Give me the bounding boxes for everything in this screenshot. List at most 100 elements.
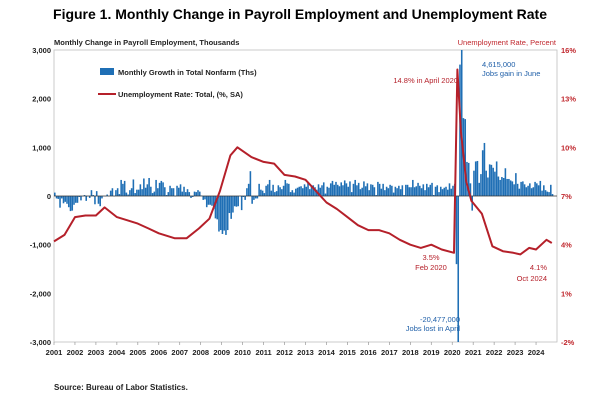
bar <box>492 167 494 196</box>
left-tick-label: 1,000 <box>32 143 51 152</box>
legend-bar-swatch <box>100 68 114 75</box>
x-tick-label: 2014 <box>318 348 336 357</box>
bar <box>169 185 171 196</box>
source-note: Source: Bureau of Labor Statistics. <box>54 383 188 392</box>
bar <box>153 191 156 196</box>
bar <box>439 186 442 196</box>
x-axis-ticks: 2001 2002 2003 2004 2005 2006 2007 2008 2009 2010… <box>46 342 546 357</box>
bar <box>289 192 292 196</box>
bar <box>343 180 346 196</box>
bar <box>508 178 510 196</box>
bar <box>476 160 479 196</box>
bar <box>366 183 369 196</box>
bar <box>382 183 384 196</box>
bar <box>391 185 393 196</box>
bar <box>211 196 213 206</box>
bar <box>357 182 360 196</box>
bar <box>536 183 538 196</box>
bar <box>141 189 143 196</box>
bar <box>354 179 356 196</box>
bar <box>186 189 189 196</box>
bar <box>487 177 489 196</box>
bar <box>207 196 210 205</box>
bar <box>408 187 411 196</box>
bar <box>228 196 231 214</box>
bar <box>291 190 294 196</box>
bar <box>106 194 108 196</box>
bar <box>544 190 547 196</box>
annotation-feb-date: Feb 2020 <box>415 263 447 272</box>
bar <box>151 193 154 196</box>
bar <box>350 192 353 196</box>
bar <box>249 171 252 196</box>
left-axis-label: Monthly Change in Payroll Employment, Th… <box>54 38 239 47</box>
bar <box>71 196 74 211</box>
bar <box>127 194 129 196</box>
bar <box>483 142 486 196</box>
bar <box>246 188 248 196</box>
bar <box>144 187 147 196</box>
right-tick-label: 10% <box>561 143 576 152</box>
x-tick-label: 2018 <box>402 348 419 357</box>
bar <box>62 196 65 204</box>
bar <box>275 191 278 196</box>
bar <box>78 196 81 197</box>
bar <box>132 179 135 196</box>
bar <box>499 179 501 196</box>
bar <box>167 192 170 196</box>
bar <box>443 187 446 196</box>
bar <box>448 183 451 196</box>
bar <box>176 185 178 196</box>
annotations: 14.8% in April 2020 4,615,000 Jobs gain … <box>393 60 547 333</box>
bar <box>450 188 453 196</box>
bar <box>157 188 159 196</box>
bar <box>420 188 423 196</box>
right-tick-label: 16% <box>561 46 576 55</box>
bar <box>109 190 112 196</box>
bar <box>60 196 63 199</box>
bar <box>116 188 119 196</box>
bar <box>261 190 264 196</box>
bar <box>268 179 271 196</box>
bar <box>349 181 351 196</box>
bar <box>457 196 460 342</box>
bar <box>184 192 187 196</box>
x-tick-label: 2024 <box>528 348 546 357</box>
x-tick-label: 2013 <box>297 348 314 357</box>
x-tick-label: 2005 <box>129 348 146 357</box>
bar <box>546 191 549 196</box>
bar <box>115 190 117 196</box>
bar <box>329 183 332 196</box>
bar <box>481 150 484 196</box>
legend-line-label: Unemployment Rate: Total, (%, SA) <box>118 90 243 99</box>
right-tick-label: 4% <box>561 241 572 250</box>
bar <box>333 184 336 196</box>
bar <box>373 187 376 196</box>
bar <box>551 194 554 196</box>
bar <box>478 182 480 196</box>
bar <box>308 189 311 196</box>
bar <box>171 188 173 196</box>
bar <box>384 190 386 196</box>
bar <box>502 177 505 196</box>
x-tick-label: 2003 <box>88 348 105 357</box>
bar <box>427 187 430 196</box>
bar <box>97 196 100 204</box>
bar <box>529 183 531 196</box>
bar <box>88 196 91 198</box>
x-tick-label: 2011 <box>255 348 271 357</box>
bar <box>164 187 166 196</box>
bar <box>178 187 180 196</box>
bar <box>83 195 86 196</box>
bar <box>274 192 276 196</box>
bar <box>543 185 545 196</box>
x-tick-label: 2019 <box>423 348 440 357</box>
bar <box>137 189 140 196</box>
bar <box>165 195 168 196</box>
legend: Monthly Growth in Total Nonfarm (Ths) Un… <box>98 68 257 99</box>
bar <box>460 50 463 196</box>
bar <box>223 196 225 231</box>
bar <box>282 185 285 196</box>
x-tick-label: 2016 <box>360 348 377 357</box>
bar <box>495 161 498 196</box>
